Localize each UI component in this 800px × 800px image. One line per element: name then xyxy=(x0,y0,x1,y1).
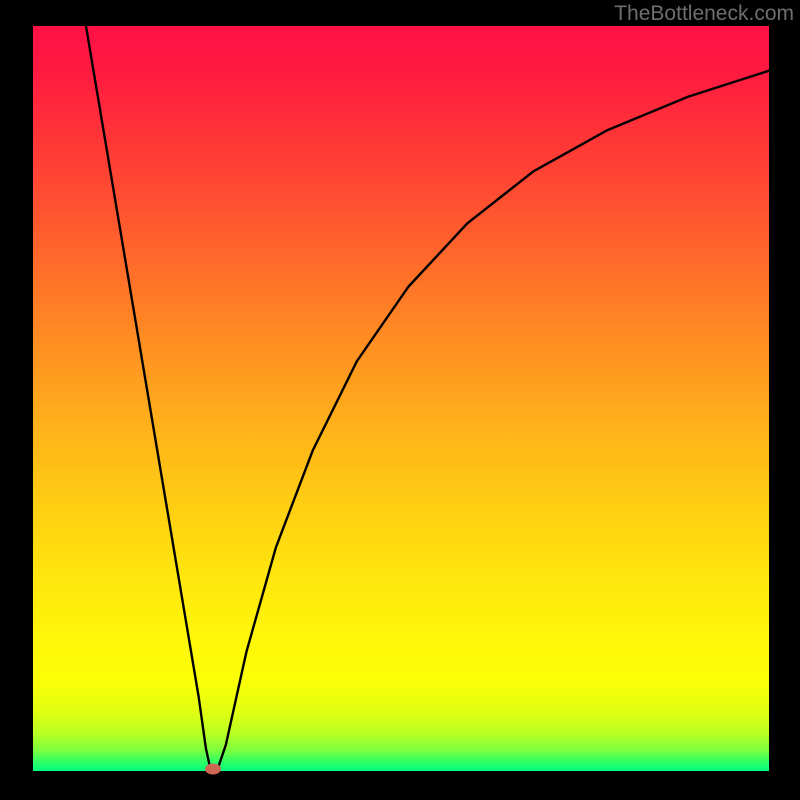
gradient-background xyxy=(33,26,769,771)
chart-frame: TheBottleneck.com xyxy=(0,0,800,800)
attribution-link[interactable]: TheBottleneck.com xyxy=(614,0,800,26)
plot-area xyxy=(33,26,769,771)
minimum-marker xyxy=(205,763,221,774)
